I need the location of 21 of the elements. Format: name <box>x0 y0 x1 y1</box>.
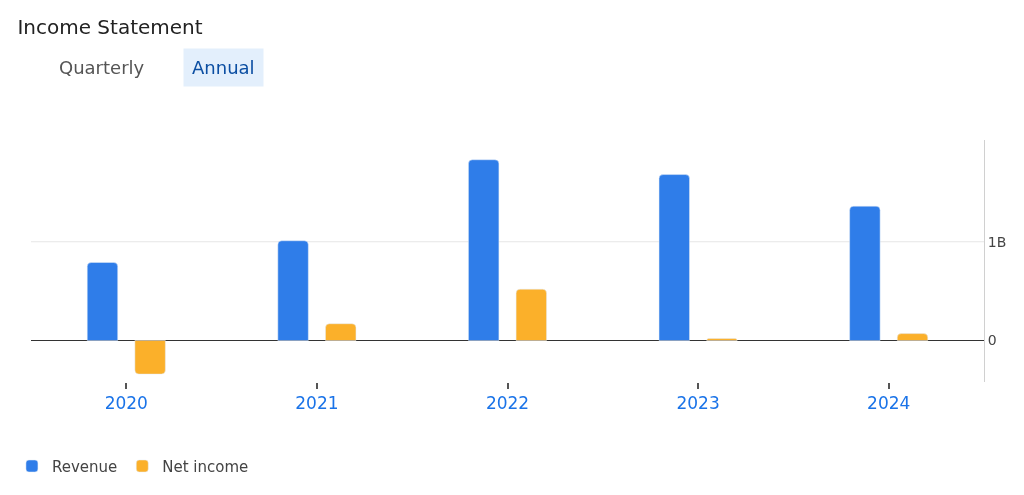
bar <box>658 174 690 341</box>
bar <box>86 262 118 341</box>
text: Annual <box>192 57 255 78</box>
x-tick-label: 2022 <box>485 393 530 414</box>
bar <box>515 288 547 341</box>
bar <box>277 240 309 341</box>
x-tick-label: 2023 <box>676 393 720 414</box>
chart-title: Income Statement <box>17 14 203 39</box>
y-tick-label: 1B <box>987 233 1007 250</box>
bar <box>468 159 500 341</box>
legend-label: Net income <box>162 457 249 476</box>
bar <box>897 333 929 341</box>
x-tick-label: 2020 <box>104 393 148 414</box>
x-tick-label: 2024 <box>867 393 911 414</box>
bar <box>134 340 166 375</box>
bar <box>849 205 881 341</box>
bar <box>325 323 357 341</box>
y-tick-label: 0 <box>987 332 997 349</box>
legend-label: Revenue <box>51 457 118 476</box>
text: Quarterly <box>59 57 145 78</box>
x-tick-label: 2021 <box>295 393 339 414</box>
